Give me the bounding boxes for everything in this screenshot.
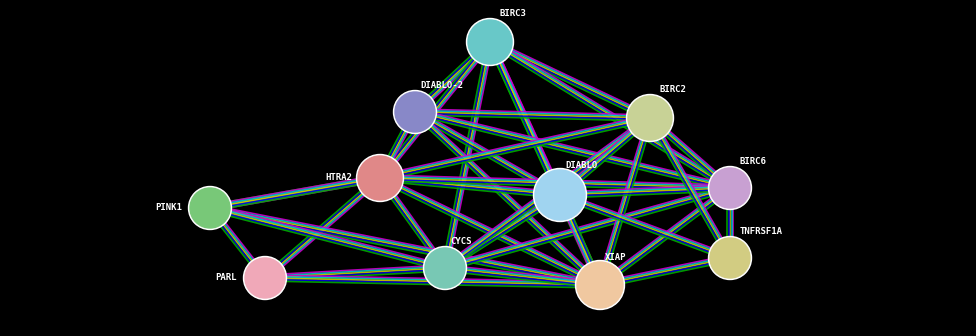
Text: DIABLO: DIABLO [565,161,597,169]
Circle shape [576,260,625,309]
Circle shape [395,92,435,132]
Text: CYCS: CYCS [450,238,471,247]
Circle shape [534,168,587,221]
Text: BIRC2: BIRC2 [660,85,687,94]
Text: DIABLO-2: DIABLO-2 [420,82,463,90]
Circle shape [188,186,231,229]
Circle shape [393,90,436,133]
Circle shape [710,238,750,278]
Circle shape [424,247,467,290]
Circle shape [710,168,750,208]
Circle shape [709,237,752,280]
Circle shape [245,258,285,298]
Circle shape [577,262,623,308]
Circle shape [628,96,672,140]
Circle shape [627,94,673,141]
Circle shape [467,18,513,66]
Text: XIAP: XIAP [605,252,627,261]
Circle shape [425,248,465,288]
Text: BIRC6: BIRC6 [740,158,767,167]
Text: HTRA2: HTRA2 [325,173,352,182]
Circle shape [190,188,230,228]
Circle shape [358,156,402,200]
Text: PARL: PARL [215,274,236,283]
Circle shape [709,167,752,210]
Circle shape [468,20,512,64]
Circle shape [356,155,403,202]
Text: PINK1: PINK1 [155,204,182,212]
Circle shape [535,170,585,220]
Circle shape [243,256,287,299]
Text: TNFRSF1A: TNFRSF1A [740,227,783,237]
Text: BIRC3: BIRC3 [500,9,527,18]
